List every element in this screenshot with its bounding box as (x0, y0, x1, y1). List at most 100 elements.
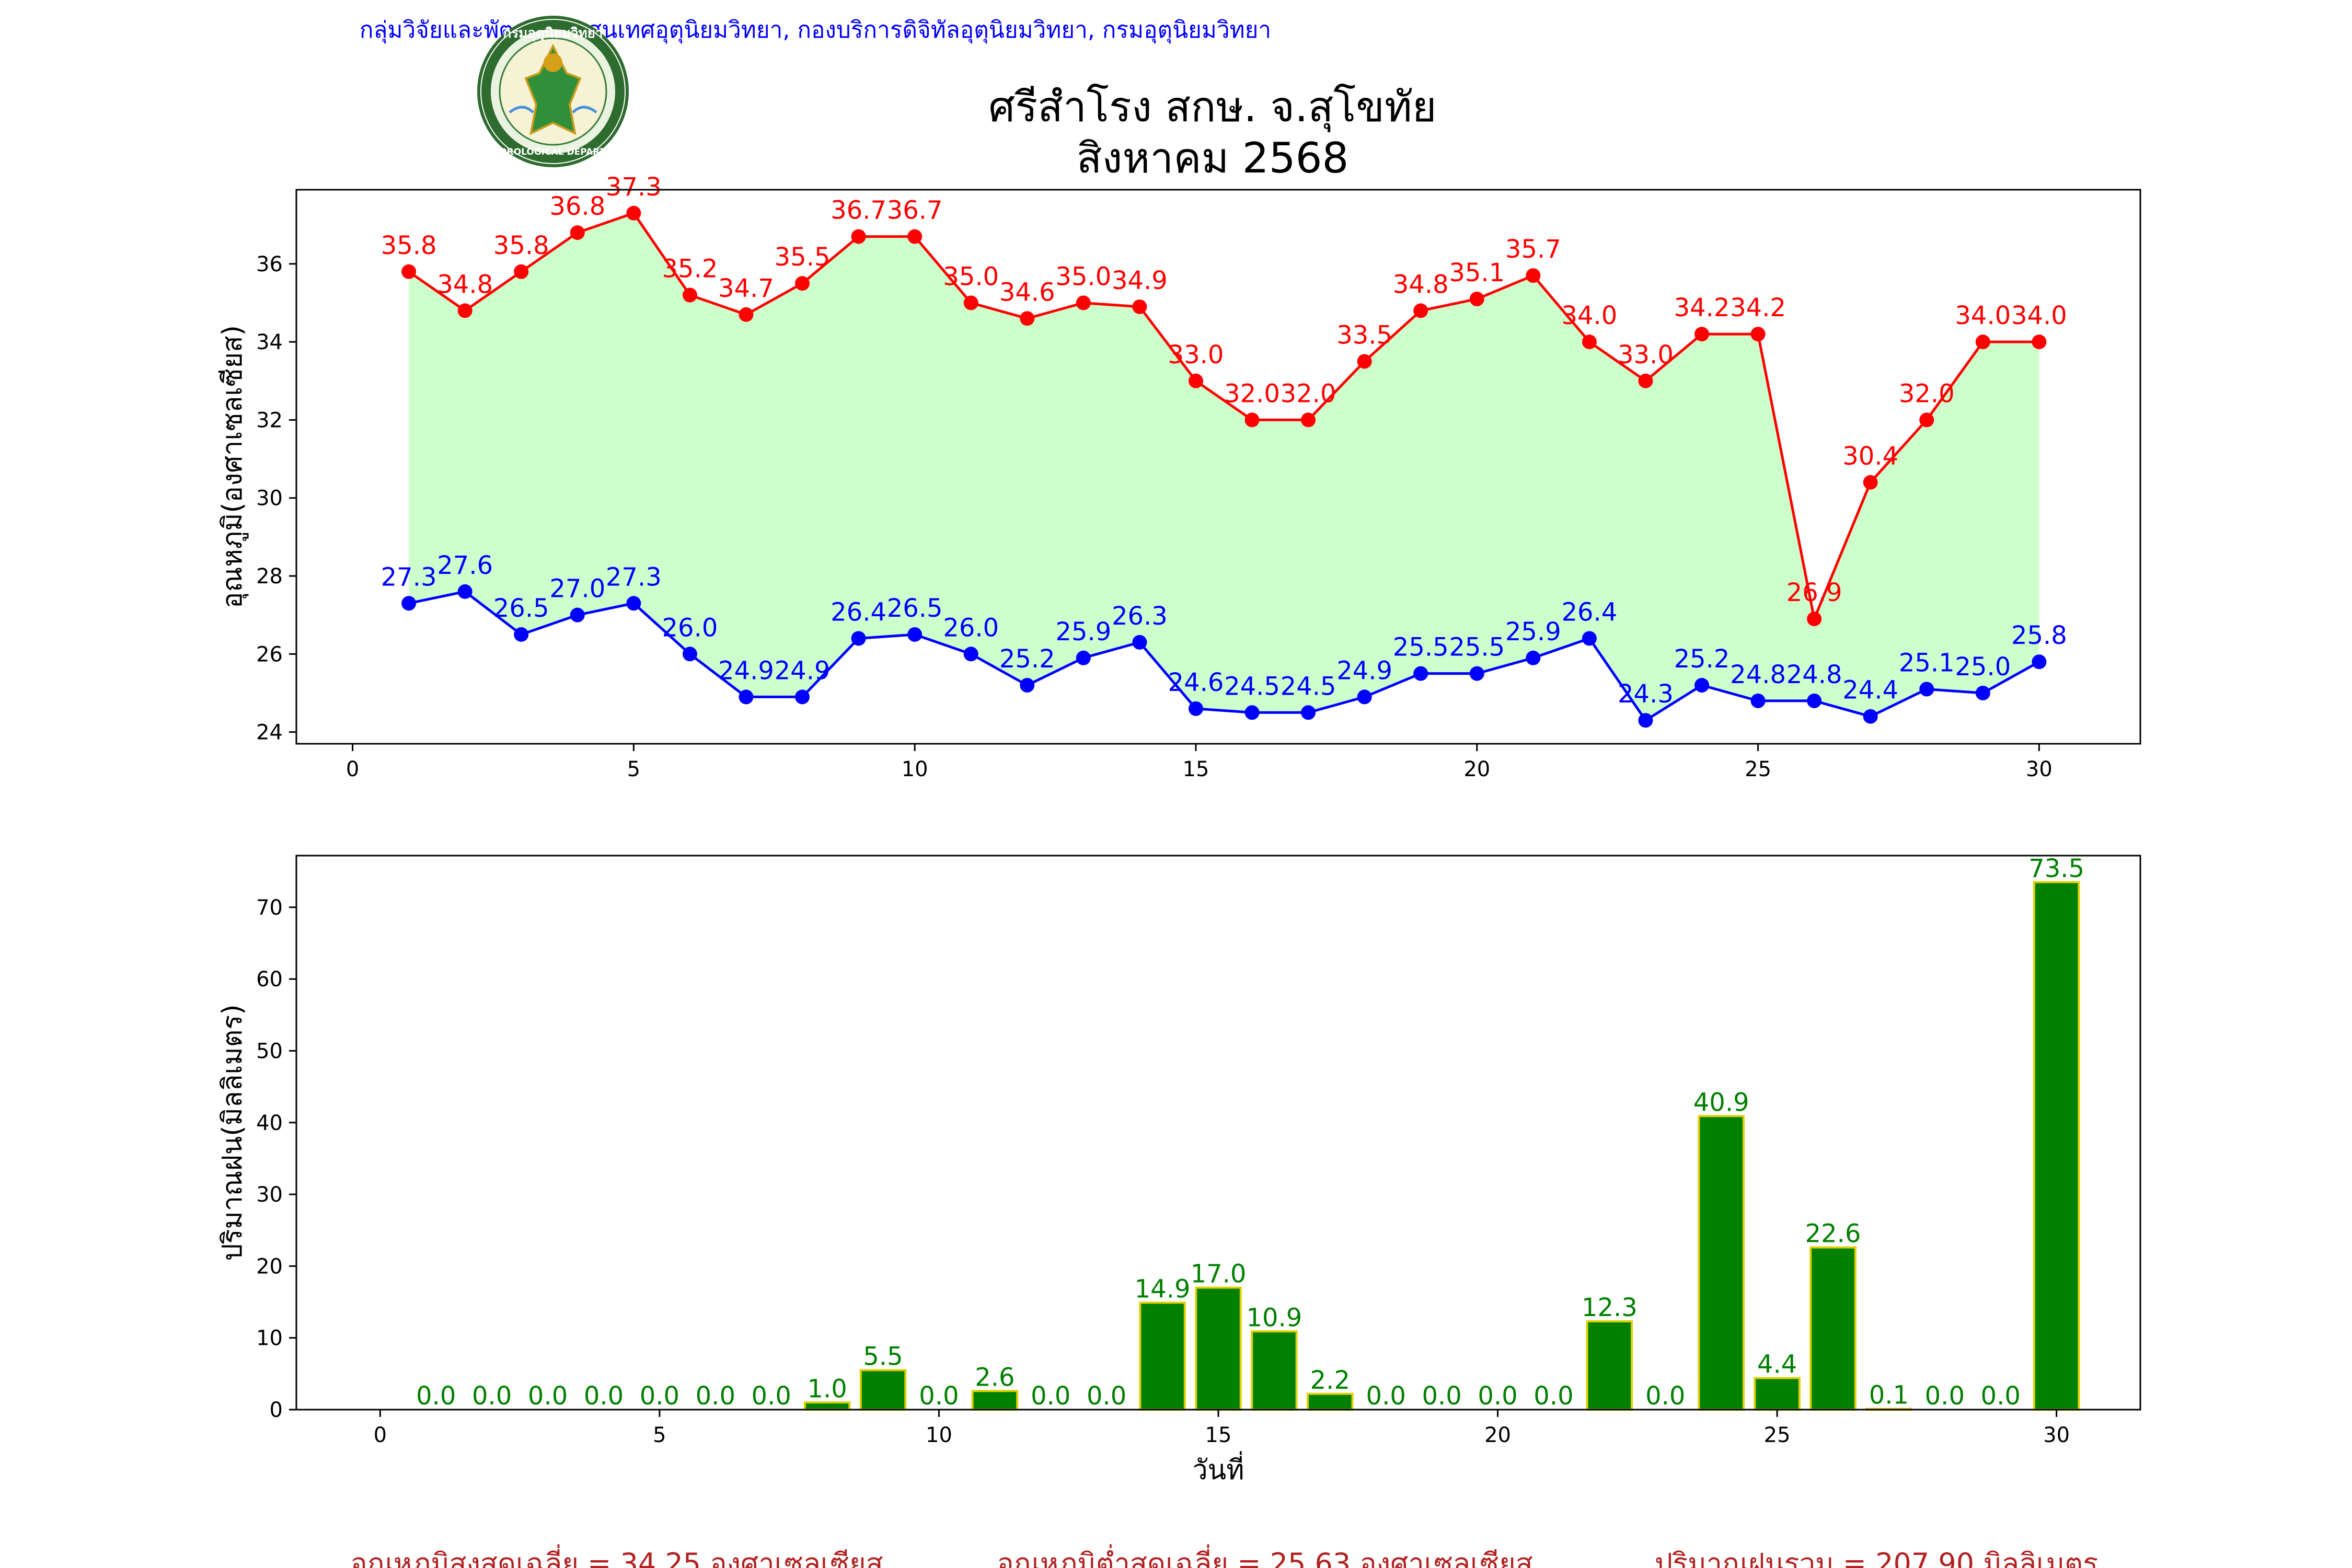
temperature-max-point (682, 287, 697, 303)
temperature-min-point (907, 627, 923, 642)
temperature-max-point (1582, 335, 1597, 350)
temperature-min-value-label: 26.4 (1561, 597, 1617, 627)
temperature-lines (408, 211, 2040, 722)
temperature-max-point (1863, 475, 1878, 490)
temperature-min-value-label: 27.3 (381, 562, 437, 592)
temperature-max-point (1919, 412, 1934, 428)
temperature-min-value-label: 25.1 (1899, 648, 1955, 677)
temperature-min-value-label: 26.0 (662, 613, 718, 642)
rainfall-value-label: 0.0 (1422, 1381, 1461, 1411)
temperature-min-point (1132, 635, 1147, 650)
temperature-max-value-label: 33.0 (1168, 340, 1224, 370)
temperature-max-point (907, 229, 923, 244)
rainfall-y-tick-label: 60 (256, 967, 283, 991)
rainfall-value-label: 10.9 (1246, 1303, 1302, 1332)
temperature-max-point (1188, 373, 1203, 388)
temperature-min-value-label: 27.3 (606, 562, 662, 592)
rainfall-value-label: 0.0 (416, 1381, 456, 1411)
temperature-min-value-label: 24.4 (1842, 676, 1898, 705)
temperature-x-tick-label: 20 (1463, 757, 1490, 781)
temperature-min-value-label: 25.8 (2011, 621, 2067, 650)
temperature-min-point (1413, 666, 1428, 681)
temperature-max-value-label: 35.8 (381, 231, 437, 260)
temperature-max-point (1301, 412, 1316, 428)
temperature-max-value-label: 34.2 (1730, 293, 1786, 322)
average-max-temperature: อุณหภูมิสูงสุดเฉลี่ย = 34.25 องศาเซลเซีย… (350, 1544, 883, 1568)
rainfall-value-label: 0.0 (1478, 1381, 1517, 1411)
rainfall-value-label: 0.0 (528, 1381, 568, 1411)
temperature-x-tick-label: 10 (902, 757, 928, 781)
rainfall-y-tick-label: 0 (270, 1398, 283, 1422)
temperature-max-value-label: 36.7 (887, 196, 943, 225)
temperature-y-axis-ticks: 24 26 28 30 32 34 36 (256, 252, 296, 745)
logo-text-bottom: METEOROLOGICAL DEPARTMENT (472, 147, 634, 157)
temperature-plot-frame (295, 189, 2141, 745)
temperature-y-tick-label: 36 (256, 252, 283, 276)
temperature-min-point (1919, 682, 1934, 697)
temperature-min-value-label: 25.9 (1055, 617, 1111, 647)
temperature-y-tick-label: 34 (256, 330, 283, 354)
rainfall-value-label: 0.0 (1981, 1381, 2021, 1411)
temperature-max-value-label: 34.0 (2011, 301, 2067, 330)
rainfall-bar (1307, 1392, 1354, 1411)
temperature-y-tick-label: 26 (256, 642, 283, 666)
temperature-max-point (1132, 299, 1147, 314)
rainfall-y-tick-label: 10 (256, 1327, 283, 1351)
temperature-min-value-label: 25.0 (1955, 652, 2011, 682)
temperature-min-point (1582, 631, 1597, 646)
temperature-data-labels: 35.834.835.836.837.335.234.735.536.7 36.7… (381, 172, 2067, 709)
temperature-min-value-label: 24.9 (718, 656, 774, 685)
rainfall-x-tick-label: 20 (1484, 1423, 1511, 1447)
rainfall-x-axis-ticks: 0 5 10 15 20 25 30 (374, 1410, 2070, 1447)
rainfall-bar (1195, 1286, 1242, 1411)
rainfall-bar (1809, 1246, 1857, 1411)
temperature-min-point (1750, 693, 1766, 708)
temperature-min-value-label: 24.6 (1168, 668, 1224, 697)
temperature-min-value-label: 25.5 (1449, 633, 1505, 662)
temperature-max-value-label: 30.4 (1842, 442, 1898, 471)
temperature-max-value-label: 35.0 (943, 262, 999, 291)
rainfall-y-tick-label: 30 (256, 1183, 283, 1207)
rainfall-bar (971, 1390, 1019, 1411)
temperature-x-tick-label: 30 (2026, 757, 2053, 781)
temperature-min-line (408, 590, 2040, 722)
temperature-min-point (739, 689, 754, 705)
rainfall-value-label: 1.0 (807, 1374, 847, 1403)
rainfall-bar (803, 1401, 851, 1411)
temperature-min-value-label: 24.5 (1224, 672, 1280, 701)
rainfall-value-label: 0.0 (584, 1381, 624, 1411)
rainfall-value-label: 2.6 (975, 1363, 1014, 1392)
rainfall-value-label: 4.4 (1757, 1350, 1797, 1379)
temperature-max-point (2032, 335, 2047, 350)
temperature-max-line (408, 211, 2039, 624)
temperature-y-tick-label: 24 (256, 721, 283, 745)
temperature-max-value-label: 32.0 (1281, 379, 1336, 408)
temperature-min-point (1694, 678, 1710, 693)
temperature-min-point (1244, 705, 1260, 720)
rainfall-value-label: 0.0 (1087, 1381, 1126, 1411)
temperature-min-point (1526, 650, 1541, 665)
rainfall-value-label: 0.0 (1925, 1381, 1965, 1411)
rainfall-value-label: 0.0 (752, 1381, 791, 1411)
temperature-min-point (963, 647, 978, 662)
temperature-max-point (1807, 612, 1822, 627)
temperature-min-point (2032, 654, 2047, 670)
temperature-max-point (1469, 292, 1484, 307)
temperature-max-point (963, 295, 978, 310)
rainfall-y-tick-label: 40 (256, 1111, 283, 1135)
rainfall-x-tick-label: 25 (1764, 1423, 1791, 1447)
temperature-max-value-label: 34.0 (1955, 301, 2011, 330)
rainfall-y-tick-label: 70 (256, 896, 283, 920)
temperature-y-tick-label: 28 (256, 564, 283, 589)
temperature-max-point (1694, 327, 1710, 342)
temperature-x-axis-ticks: 0 5 10 15 20 25 30 (346, 744, 2053, 781)
temperature-max-point (1413, 303, 1428, 318)
rainfall-bar (1698, 1115, 1745, 1411)
rainfall-value-label: 0.0 (1645, 1381, 1685, 1411)
temperature-max-value-label: 35.1 (1449, 258, 1505, 287)
temperature-min-point (570, 607, 585, 622)
temperature-max-value-label: 37.3 (606, 172, 662, 202)
temperature-max-value-label: 32.0 (1224, 379, 1280, 408)
temperature-min-value-label: 26.4 (831, 597, 886, 627)
